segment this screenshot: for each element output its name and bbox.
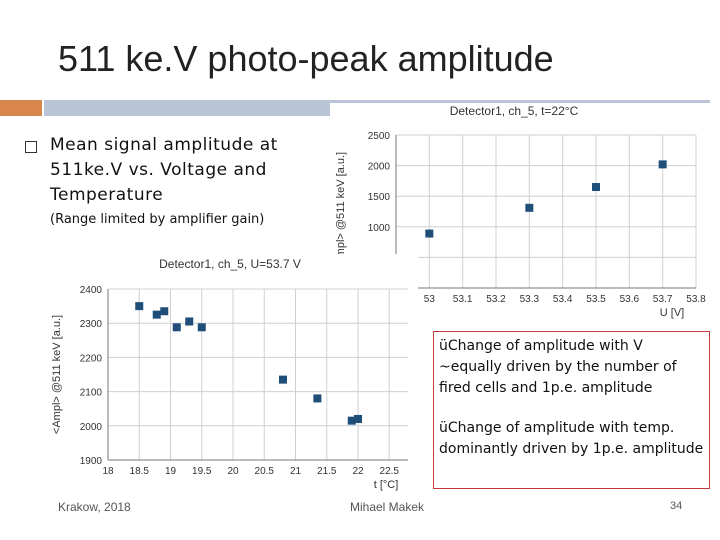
data-point <box>354 414 362 423</box>
data-point <box>152 310 161 319</box>
bullet-square-icon <box>25 141 37 153</box>
chart-title: Detector1, ch_5, t=22°C <box>450 104 579 118</box>
notes-box: üChange of amplitude with V ~equally dri… <box>433 331 710 489</box>
x-tick-label: 53.4 <box>553 294 573 305</box>
y-tick-label: 1000 <box>368 223 391 234</box>
x-tick-label: 53.8 <box>686 294 706 305</box>
y-tick-label: 2100 <box>80 388 103 399</box>
data-point <box>313 394 322 403</box>
x-tick-label: 19.5 <box>192 466 212 477</box>
y-tick-label: 2500 <box>368 131 391 142</box>
data-point <box>658 160 667 169</box>
y-tick-label: 2300 <box>80 319 103 330</box>
data-point <box>160 307 169 316</box>
data-point <box>197 323 206 332</box>
data-point <box>185 317 194 326</box>
note-temperature: üChange of amplitude with temp. dominant… <box>439 420 704 457</box>
footer-author: Mihael Makek <box>350 500 425 514</box>
footer-location-date: Krakow, 2018 <box>58 500 131 514</box>
note-voltage: üChange of amplitude with V ~equally dri… <box>439 338 677 396</box>
data-point <box>279 375 287 384</box>
accent-bar-orange <box>0 100 42 116</box>
x-tick-label: 53.1 <box>453 294 473 305</box>
x-tick-label: 53.6 <box>620 294 640 305</box>
bullet-subtext: (Range limited by amplifier gain) <box>50 212 265 227</box>
x-tick-label: 20.5 <box>255 466 275 477</box>
data-point <box>135 302 144 311</box>
y-tick-label: 2400 <box>80 285 103 296</box>
data-point <box>525 203 534 212</box>
page-number: 34 <box>670 500 683 512</box>
x-tick-label: 53.5 <box>586 294 606 305</box>
y-tick-label: 1500 <box>368 192 391 203</box>
x-tick-label: 19 <box>165 466 177 477</box>
x-tick-label: 22 <box>352 466 364 477</box>
chart-amplitude-vs-temperature: Detector1, ch_5, U=53.7 V 1900 2000 2100 220… <box>48 254 418 496</box>
data-point <box>347 416 356 425</box>
y-axis-label: <Ampl> @511 keV [a.u.] <box>335 152 347 271</box>
x-axis-label: U [V] <box>660 307 684 319</box>
x-tick-label: 20 <box>227 466 239 477</box>
x-tick-label: 21.5 <box>317 466 337 477</box>
x-tick-label: 53 <box>424 294 436 305</box>
x-axis-label: t [°C] <box>374 479 399 491</box>
x-tick-label: 21 <box>290 466 302 477</box>
y-axis-label: <Ampl> @511 keV [a.u.] <box>51 315 63 434</box>
bullet-text: Mean signal amplitude at 511ke.V vs. Vol… <box>50 135 278 205</box>
y-tick-label: 2200 <box>80 353 103 364</box>
x-tick-label: 53.3 <box>520 294 540 305</box>
temperature-chart-svg: Detector1, ch_5, U=53.7 V 1900 2000 2100 220… <box>51 257 408 491</box>
y-tick-label: 2000 <box>80 422 103 433</box>
y-tick-label: 2000 <box>368 162 391 173</box>
x-tick-label: 53.2 <box>486 294 506 305</box>
x-tick-label: 18.5 <box>130 466 150 477</box>
y-tick-label: 1900 <box>80 456 103 467</box>
chart-title: Detector1, ch_5, U=53.7 V <box>159 257 301 271</box>
x-tick-label: 22.5 <box>380 466 400 477</box>
data-point <box>172 323 181 332</box>
x-tick-label: 18 <box>102 466 114 477</box>
slide-title: 511 ke.V photo-peak amplitude <box>58 38 554 79</box>
data-point <box>425 229 434 238</box>
data-point <box>592 183 600 192</box>
x-tick-label: 53.7 <box>653 294 673 305</box>
